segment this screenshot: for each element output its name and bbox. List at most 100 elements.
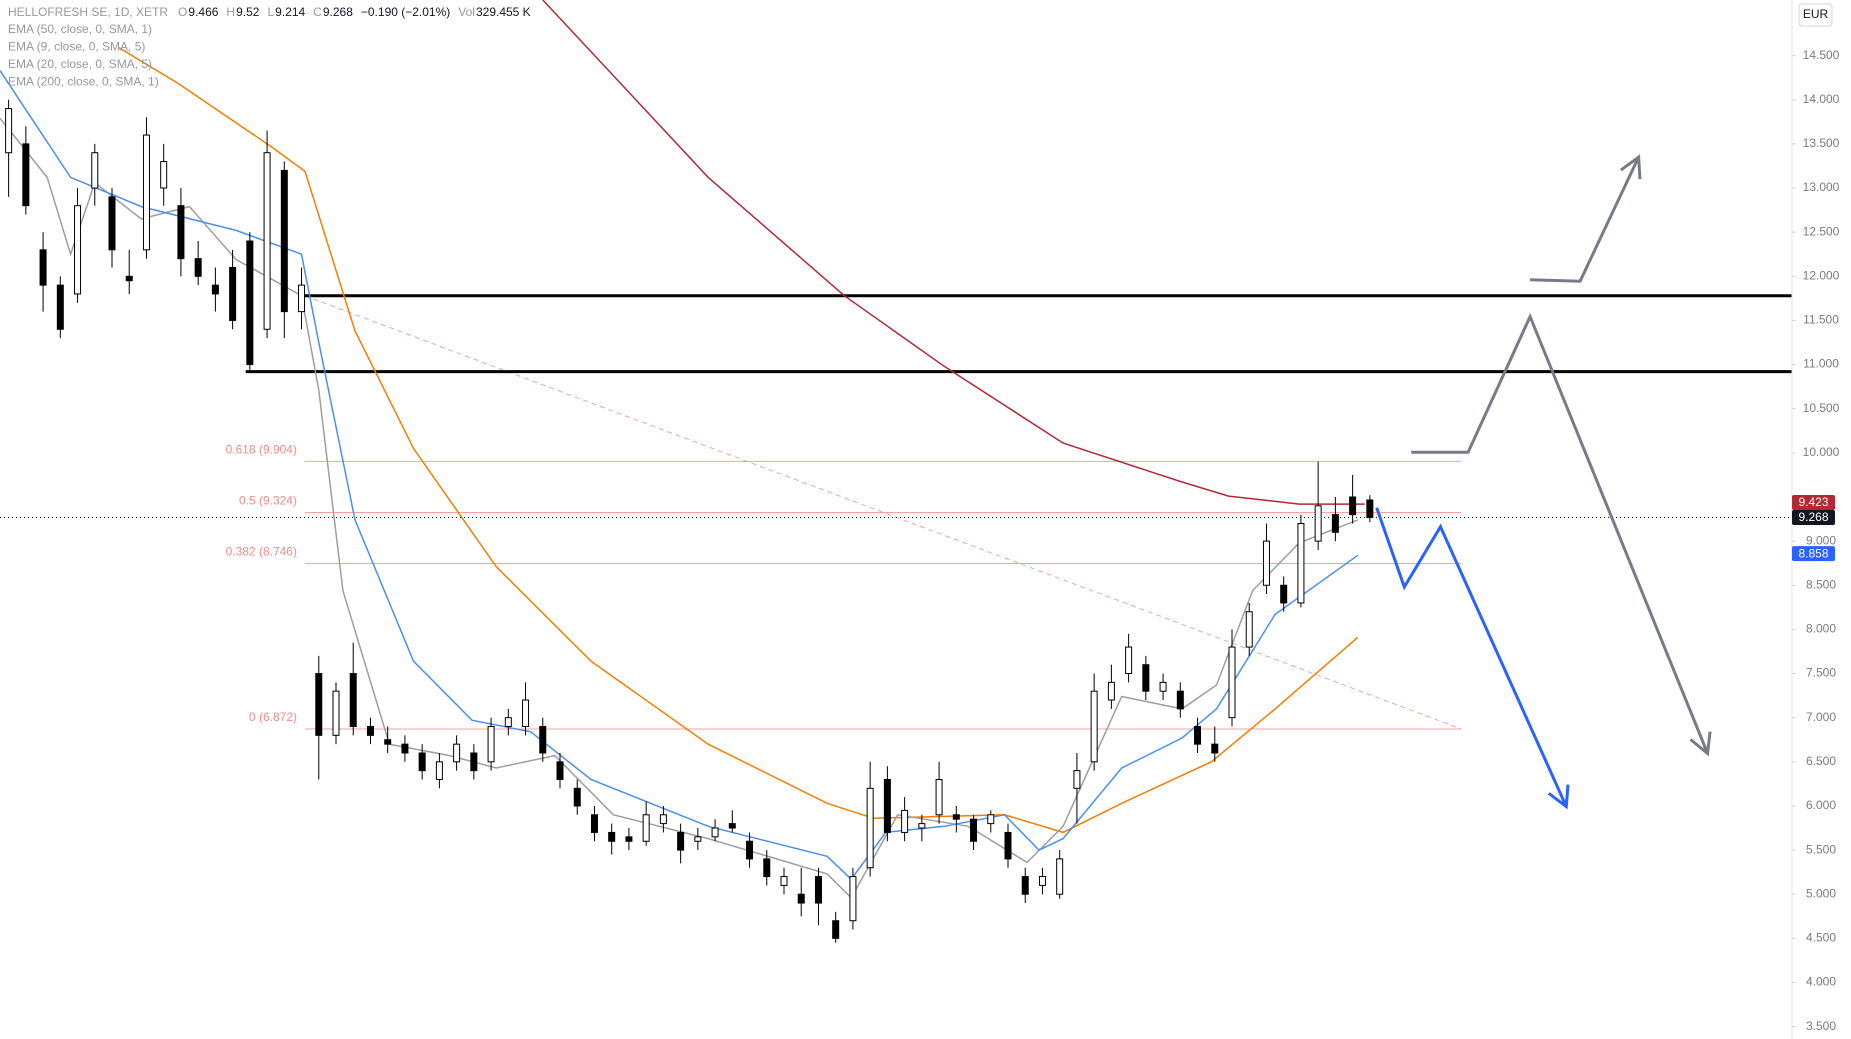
ema-line [542, 0, 1365, 505]
candle-body [1245, 611, 1253, 648]
candle-body [1073, 770, 1081, 789]
candle-body [1176, 690, 1184, 710]
candle-body [608, 831, 616, 842]
candle-body [39, 249, 47, 286]
ohlc-label: C [313, 5, 322, 19]
candle-body [1159, 681, 1167, 692]
candle-body [470, 752, 478, 772]
candle-body [315, 673, 323, 736]
change-value: −0.190 (−2.01%) [361, 5, 450, 19]
candle-body [1366, 499, 1374, 518]
candle-body [642, 814, 650, 842]
price-badge-label: 9.268 [1798, 510, 1828, 524]
candle-body [901, 809, 909, 833]
candle-body [677, 831, 685, 851]
candle-body [746, 840, 754, 860]
symbol-title: HELLOFRESH SE, 1D, XETR [8, 5, 168, 19]
candle-body [160, 161, 168, 189]
candle-body [935, 778, 943, 816]
price-badge [1792, 546, 1835, 562]
y-tick-label: 7.500 [1806, 666, 1836, 680]
candle-body [487, 726, 495, 763]
candle-body [1125, 646, 1133, 675]
ohlc-value: 9.268 [323, 5, 353, 19]
candle-body [814, 876, 822, 904]
candle-body [780, 876, 788, 886]
ohlc-value: 9.52 [236, 5, 260, 19]
candle-body [1056, 858, 1064, 895]
arrow-head [1547, 784, 1570, 810]
ohlc-label: O [178, 5, 187, 19]
candle-body [883, 778, 891, 833]
candle-body [211, 284, 219, 295]
candle-body [1107, 681, 1115, 701]
ohlc-label: H [226, 5, 235, 19]
candle-body [952, 814, 960, 820]
y-tick-label: 5.000 [1806, 886, 1836, 900]
arrow-head [1619, 154, 1642, 180]
candle-body [573, 787, 581, 807]
candle-body [1021, 876, 1029, 895]
legend-entry: EMA (200, close, 0, SMA, 1) [8, 75, 159, 89]
ohlc-label: L [267, 5, 274, 19]
fib-label: 0.5 (9.324) [239, 494, 297, 508]
y-tick-label: 4.500 [1806, 931, 1836, 945]
price-badge [1792, 509, 1835, 525]
y-tick-label: 3.500 [1806, 1019, 1836, 1033]
y-tick-label: 11.500 [1803, 313, 1839, 327]
y-tick-label: 8.500 [1806, 577, 1836, 591]
fib-label: 0.618 (9.904) [226, 442, 297, 456]
candle-body [418, 752, 426, 772]
projection-path [1411, 312, 1709, 754]
candle-body [1262, 540, 1270, 586]
y-tick-label: 8.000 [1806, 622, 1836, 636]
ema-line [0, 70, 1359, 881]
legend: HELLOFRESH SE, 1D, XETR O 9.466 H 9.52 L 9.214… [8, 5, 531, 89]
price-badge-label: 8.858 [1798, 546, 1828, 560]
candle-body [349, 673, 357, 728]
y-tick-label: 6.000 [1806, 798, 1836, 812]
y-tick-label: 12.000 [1803, 268, 1840, 282]
price-badge-label: 9.423 [1798, 495, 1828, 509]
candle-body [918, 823, 926, 829]
candle-body [1090, 690, 1098, 763]
candle-body [384, 739, 392, 745]
candle-body [1228, 646, 1236, 719]
y-tick-label: 5.500 [1806, 842, 1836, 856]
y-tick-label: 14.000 [1803, 92, 1840, 106]
candle-body [1297, 522, 1305, 604]
candle-body [1280, 584, 1288, 604]
candle-body [263, 152, 271, 330]
currency-label: EUR [1803, 7, 1829, 21]
fib-label: 0.382 (8.746) [226, 545, 297, 559]
candle-body [849, 876, 857, 922]
candle-body [435, 761, 443, 780]
candle-body [74, 205, 82, 295]
candle-body [1349, 496, 1357, 516]
candle-body [1314, 505, 1322, 542]
volume-value: 329.455 K [476, 5, 531, 19]
candle-body [659, 814, 667, 825]
y-tick-label: 10.000 [1803, 445, 1840, 459]
y-tick-label: 4.000 [1806, 975, 1836, 989]
candle-body [728, 823, 736, 829]
candle-body [453, 743, 461, 763]
candle-body [1211, 743, 1219, 754]
candle-body [590, 814, 598, 833]
price-axis: 3.500 4.000 4.500 5.000 5.500 6.000 6.500 7.000… [1792, 3, 1840, 1033]
plot-area: 0.618 (9.904) 0.5 (9.324) 0.382 (8.746) 0 (… [0, 0, 1792, 943]
ohlc-value: 9.466 [188, 5, 218, 19]
legend-entry: EMA (20, close, 0, SMA, 5) [8, 57, 152, 71]
y-tick-label: 6.500 [1806, 754, 1836, 768]
ema-line [118, 47, 1359, 834]
volume-label: Vol [458, 5, 475, 19]
projection-path [1375, 507, 1568, 808]
candle-body [1038, 876, 1046, 886]
legend-entry: EMA (9, close, 0, SMA, 5) [8, 40, 145, 54]
candle-body [987, 814, 995, 825]
y-tick-label: 10.500 [1803, 401, 1840, 415]
y-tick-label: 7.000 [1806, 710, 1836, 724]
